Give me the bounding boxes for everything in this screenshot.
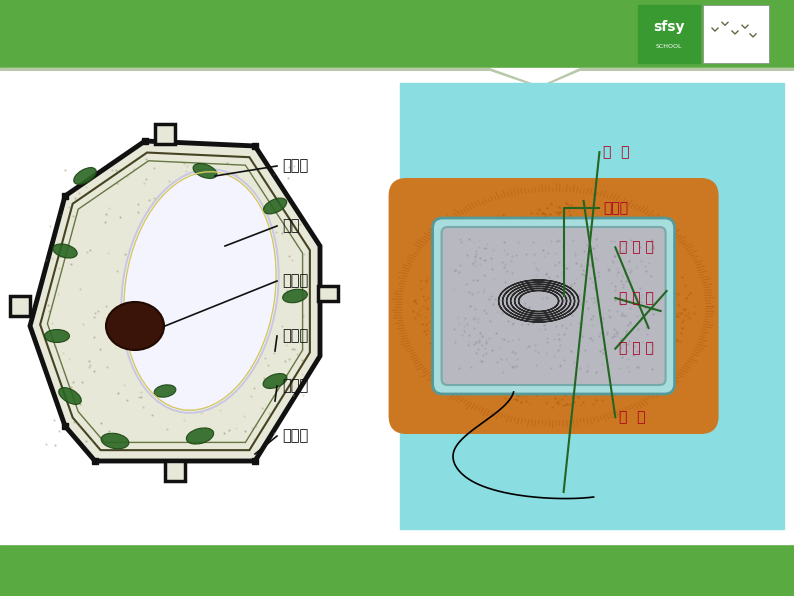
Ellipse shape [264, 198, 287, 214]
Ellipse shape [121, 169, 279, 413]
Polygon shape [10, 296, 30, 316]
Text: 细胞质: 细胞质 [282, 159, 308, 173]
Text: 细 胞 质: 细 胞 质 [619, 240, 654, 254]
Bar [400, 83, 784, 529]
Polygon shape [30, 141, 320, 461]
Text: SCHOOL: SCHOOL [656, 44, 682, 49]
Text: 细 胞 膜: 细 胞 膜 [619, 291, 654, 305]
Bar [638, 5, 700, 63]
Ellipse shape [74, 167, 96, 184]
Ellipse shape [283, 289, 307, 303]
Ellipse shape [44, 330, 70, 343]
Polygon shape [48, 161, 303, 442]
Polygon shape [40, 153, 310, 450]
Ellipse shape [53, 244, 77, 258]
Ellipse shape [106, 302, 164, 350]
Ellipse shape [154, 385, 176, 397]
FancyBboxPatch shape [433, 218, 675, 394]
Text: 液泡: 液泡 [282, 219, 299, 234]
Text: 细胞壁: 细胞壁 [282, 429, 308, 443]
FancyBboxPatch shape [388, 178, 719, 434]
Bar [0, 68, 794, 544]
Ellipse shape [101, 433, 129, 449]
Ellipse shape [193, 163, 217, 178]
Ellipse shape [59, 387, 81, 405]
Polygon shape [0, 68, 794, 88]
Text: 鞭  毛: 鞭 毛 [603, 145, 630, 159]
Ellipse shape [263, 374, 287, 389]
Text: 荚  膜: 荚 膜 [619, 410, 646, 424]
Text: sfsy: sfsy [653, 20, 684, 34]
Text: 细胞核: 细胞核 [282, 274, 308, 288]
Text: 细 胞 壁: 细 胞 壁 [619, 342, 654, 356]
Polygon shape [155, 124, 175, 144]
Bar [703, 5, 769, 63]
Polygon shape [318, 286, 338, 301]
Polygon shape [165, 461, 185, 481]
Text: 细胞膜: 细胞膜 [282, 378, 308, 393]
Ellipse shape [187, 428, 214, 444]
Text: 叶绿体: 叶绿体 [282, 328, 308, 343]
Text: 核　质: 核 质 [603, 201, 629, 215]
FancyBboxPatch shape [441, 227, 665, 385]
